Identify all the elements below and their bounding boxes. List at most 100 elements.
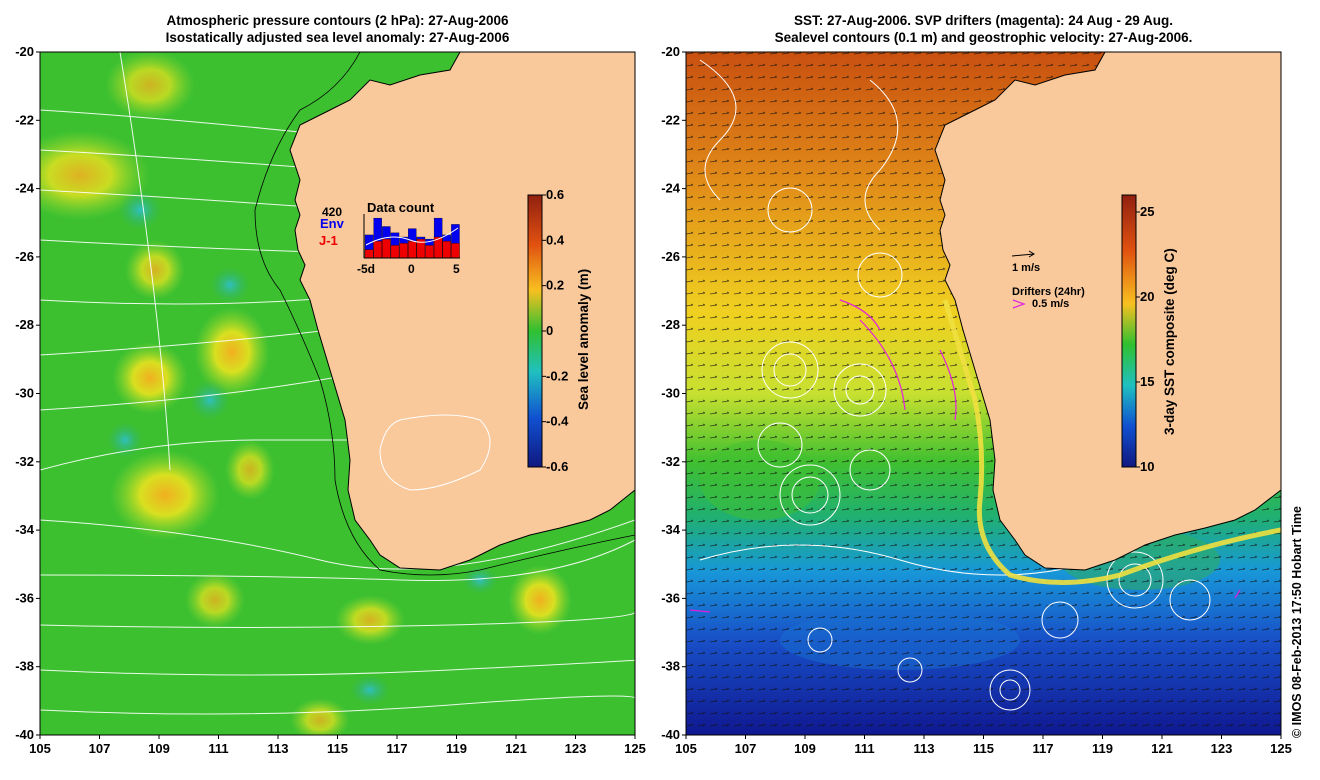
data-count-inset: 420 Env J-1 Data count -5d 0 5 [319,200,460,276]
sla-cb-tick-label: 0.6 [546,187,564,202]
right-lat-axis: -20 -22 -24 -26 -28 -30 -32 -34 -36 -38 -40 [661,44,686,742]
left-lon-tick-label: 105 [29,741,51,756]
sla-cb-tick-label: -0.6 [546,459,568,474]
sst-cb-tick-label: 15 [1140,374,1154,389]
left-lat-tick-label: -28 [15,317,34,332]
left-lat-axis: -20 -22 -24 -26 -28 -30 -32 -34 -36 -38 -40 [15,44,40,742]
drifters-legend-label: Drifters (24hr) [1012,286,1085,298]
shelf-contour [254,52,635,576]
left-lon-tick-label: 123 [565,741,587,756]
imos-credit: © IMOS 08-Feb-2013 17:50 Hobart Time [1290,506,1304,738]
sla-anomalies [40,52,572,735]
left-lon-tick-label: 111 [208,741,228,756]
drifters-legend: Drifters (24hr) 0.5 m/s [1012,286,1085,310]
inset-bars [364,217,460,259]
sst-cb-tick-label: 20 [1140,289,1154,304]
sst-colorbar-ticks: 25 20 15 10 [1136,204,1154,474]
inset-trend-line [365,227,459,246]
left-lat-tick-label: -24 [15,181,35,196]
left-lon-tick-label: 115 [327,741,348,756]
right-lat-tick-label: -38 [661,659,680,674]
j1-bar [408,241,417,259]
sla-colorbar-ticks: 0.6 0.4 0.2 0 -0.2 -0.4 -0.6 [542,187,569,474]
inset-xtick-0: -5d [357,262,375,276]
velocity-legend: 1 m/s [1011,250,1040,274]
sla-cb-tick-label: 0.4 [546,232,565,247]
right-lon-tick-label: 105 [675,741,697,756]
right-lat-tick-label: -32 [661,454,680,469]
right-lat-tick-label: -28 [661,317,680,332]
sla-cb-tick-label: -0.2 [546,368,568,383]
j1-bar [442,241,452,259]
velocity-legend-label: 1 m/s [1012,262,1040,274]
right-lon-tick-label: 111 [854,741,874,756]
inset-xtick-1: 0 [408,262,415,276]
sealevel-contours [699,59,1211,711]
right-lat-tick-label: -24 [661,181,681,196]
drifter-arrow-icon [1012,299,1026,309]
left-lon-tick-label: 113 [268,741,289,756]
sla-cb-tick-label: 0 [546,323,553,338]
right-lat-tick-label: -34 [661,522,681,537]
left-lat-tick-label: -38 [15,659,34,674]
right-lon-tick-label: 125 [1270,741,1292,756]
right-lat-tick-label: -40 [661,727,680,742]
right-map [686,52,1281,735]
left-lat-tick-label: -34 [15,522,35,537]
right-lon-tick-label: 119 [1092,741,1113,756]
drifter-tracks [689,299,1241,613]
left-lon-axis: 105 107 109 111 113 115 117 119 121 123 125 [29,735,646,756]
right-lat-tick-label: -22 [661,112,680,127]
left-lon-tick-label: 121 [505,741,527,756]
sst-cb-tick-label: 10 [1140,459,1154,474]
left-lon-tick-label: 107 [89,741,111,756]
sla-cb-tick-label: -0.4 [546,414,569,429]
left-lon-tick-label: 119 [446,741,467,756]
right-lon-tick-label: 121 [1151,741,1173,756]
inset-xtick-2: 5 [453,262,460,276]
sla-colorbar [527,194,543,468]
left-lon-tick-label: 109 [148,741,170,756]
sst-colorbar-label: 3-day SST composite (deg C) [1162,248,1177,435]
j1-bar [390,245,400,259]
right-lon-tick-label: 117 [1033,741,1054,756]
left-lat-tick-label: -20 [15,44,34,59]
left-lat-tick-label: -30 [15,386,34,401]
inset-title: Data count [367,200,435,215]
right-lat-tick-label: -26 [661,249,680,264]
left-title-line2: Isostatically adjusted sea level anomaly… [165,30,510,45]
left-land [289,52,635,571]
sla-colorbar-label: Sea level anomaly (m) [576,268,591,410]
left-title-line1: Atmospheric pressure contours (2 hPa): 2… [166,13,509,28]
right-lat-tick-label: -36 [661,590,680,605]
j1-bar [364,249,374,259]
right-lat-tick-label: -20 [661,44,680,59]
right-lon-tick-label: 115 [973,741,994,756]
left-lon-tick-label: 125 [624,741,646,756]
left-lat-tick-label: -40 [15,727,34,742]
left-title: Atmospheric pressure contours (2 hPa): 2… [40,12,635,46]
left-lat-tick-label: -22 [15,112,34,127]
leeuwin-current [942,299,1281,585]
inset-j1-label: J-1 [319,233,338,248]
j1-bar [399,243,408,259]
right-lon-tick-label: 123 [1211,741,1233,756]
left-lon-tick-label: 117 [387,741,408,756]
j1-bar [382,238,391,259]
j1-bar [373,241,382,259]
right-title: SST: 27-Aug-2006. SVP drifters (magenta)… [686,12,1281,46]
drifters-speed-label: 0.5 m/s [1032,298,1069,310]
left-lat-tick-label: -26 [15,249,34,264]
sst-colorbar [1121,194,1137,468]
inner-contour [379,414,491,491]
sla-cb-tick-label: 0.2 [546,278,564,293]
right-land [934,52,1281,571]
right-title-line2: Sealevel contours (0.1 m) and geostrophi… [774,30,1193,45]
right-title-line1: SST: 27-Aug-2006. SVP drifters (magenta)… [793,13,1174,28]
inset-count: 420 [322,205,342,219]
right-lon-tick-label: 113 [914,741,935,756]
right-lon-axis: 105 107 109 111 113 115 117 119 121 123 125 [675,735,1292,756]
right-lon-tick-label: 109 [794,741,816,756]
right-lat-tick-label: -30 [661,386,680,401]
